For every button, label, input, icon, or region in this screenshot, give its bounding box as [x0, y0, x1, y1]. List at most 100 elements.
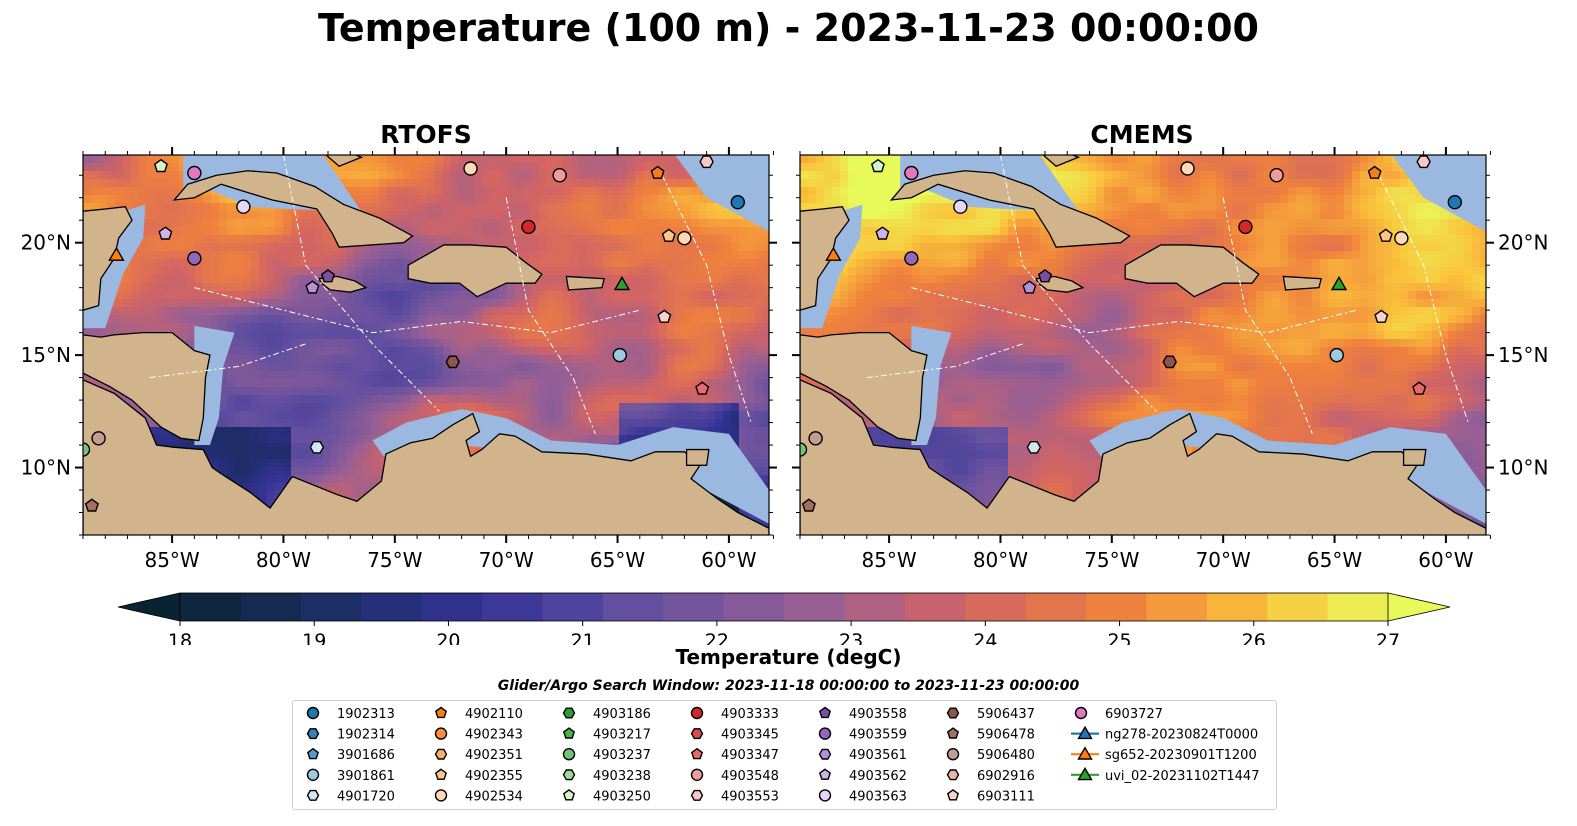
legend-marker [690, 728, 704, 740]
map-frame [82, 154, 770, 536]
lon-tick-label: 60°W [701, 548, 756, 572]
legend-label: 4903561 [849, 748, 907, 763]
colorbar-bin [723, 593, 785, 621]
colorbar-frame [179, 592, 1389, 622]
cmems-map: 85°W 80°W 75°W 70°W 65°W 60°W 20°N 15°N 10°N [792, 147, 1548, 572]
colorbar-bin [844, 593, 906, 621]
colorbar-extend-min [117, 592, 181, 622]
legend-label: 4902355 [465, 769, 523, 784]
eez-boundary [1222, 197, 1313, 435]
lat-tick-label: 15°N [21, 343, 71, 367]
legend-marker [306, 768, 320, 782]
legend-item: 4903561 [818, 748, 907, 763]
legend-item: 4903333 [690, 706, 779, 722]
colorbar-tick-label: 19 [302, 630, 326, 645]
float-marker [730, 195, 746, 210]
legend-marker [818, 789, 832, 802]
legend-label: 4902343 [465, 728, 523, 743]
colorbar-bin [904, 593, 966, 621]
legend-marker [562, 789, 576, 801]
lon-tick-label: 70°W [479, 548, 534, 572]
legend-item: 4903562 [818, 768, 907, 784]
legend-marker [562, 769, 576, 781]
legend-label: 5906437 [977, 707, 1035, 722]
legend-item: 4903237 [562, 748, 651, 763]
legend-label: 1902314 [337, 728, 395, 743]
colorbar-bin [784, 593, 845, 621]
legend-marker [306, 789, 320, 801]
colorbar-bin [965, 593, 1027, 621]
map-frame [799, 154, 1487, 536]
legend-marker [946, 748, 960, 761]
float-marker [808, 431, 823, 446]
float-marker [1378, 228, 1393, 242]
panel-title-rtofs: RTOFS [380, 120, 472, 149]
float-marker [875, 226, 890, 240]
colorbar-bin [361, 593, 423, 621]
legend-marker [690, 789, 704, 801]
legend-marker [306, 747, 320, 760]
figure-title: Temperature (100 m) - 2023-11-23 00:00:0… [317, 6, 1259, 50]
land-hispaniola [1124, 244, 1260, 298]
lat-tick-label: 10°N [1498, 456, 1548, 480]
colorbar-tick-label: 27 [1376, 630, 1400, 645]
rtofs-map: 85°W 80°W 75°W 70°W 65°W 60°W 20°N 15°N 10°N [21, 147, 777, 572]
lon-tick-label: 75°W [367, 548, 422, 572]
legend-item: 4903548 [690, 768, 779, 784]
land-centralAm [800, 331, 928, 442]
float-marker [158, 226, 173, 240]
colorbar-tick-label: 21 [571, 630, 595, 645]
legend-label: 4903563 [849, 789, 907, 804]
colorbar-bin [180, 593, 241, 621]
legend-marker [562, 727, 576, 739]
float-marker [650, 165, 665, 179]
float-marker [661, 228, 676, 242]
colorbar-bin [1025, 593, 1087, 621]
float-marker [108, 246, 125, 261]
search-window-caption: Glider/Argo Search Window: 2023-11-18 00… [497, 678, 1080, 694]
legend-item: 4902355 [434, 768, 523, 784]
legend-label: 4903186 [593, 707, 651, 722]
legend-item: 1902313 [306, 706, 395, 722]
float-marker [1447, 195, 1463, 210]
legend-label: 5906480 [977, 748, 1035, 763]
land-puertoRico [565, 275, 606, 291]
float-marker [677, 230, 692, 246]
legend-item: 4901720 [306, 789, 395, 804]
land-trinidad [685, 448, 710, 466]
legend-marker [818, 768, 832, 780]
legend-label: 6903727 [1105, 707, 1163, 722]
eez-boundary [911, 287, 1357, 334]
float-marker [1269, 168, 1284, 183]
eez-boundary [866, 343, 1023, 379]
land-hispaniola [407, 244, 543, 298]
colorbar-bin [1267, 593, 1329, 621]
float-marker [870, 158, 885, 173]
float-marker [801, 498, 816, 512]
legend-item: 3901686 [306, 747, 395, 763]
legend-item: 4903559 [818, 727, 907, 743]
lat-tick-label: 20°N [1498, 231, 1548, 255]
float-marker [1329, 347, 1344, 363]
legend-item: 4903250 [562, 789, 651, 804]
float-marker [309, 441, 325, 454]
legend-label: 4903250 [593, 789, 651, 804]
float-marker [699, 155, 714, 169]
legend-label: 4903548 [721, 769, 779, 784]
eez-boundary [1378, 175, 1469, 423]
colorbar-bin [300, 593, 362, 621]
legend: 1902313 1902314 3901686 3901861 4901720 49021… [292, 700, 1277, 810]
legend-marker [690, 706, 704, 720]
legend-item: ng278-20230824T0000 [1071, 725, 1258, 743]
legend-label: 4903217 [593, 728, 651, 743]
map-content [83, 155, 769, 535]
colorbar-bin [1146, 593, 1208, 621]
land-bahamas [1042, 155, 1081, 167]
legend-marker [818, 706, 832, 719]
colorbar-tick-label: 20 [436, 630, 460, 645]
colorbar-label: Temperature (degC) [675, 645, 902, 669]
legend-marker [690, 747, 704, 760]
float-marker [1374, 309, 1389, 323]
legend-item: 6903111 [946, 789, 1035, 804]
legend-marker [1077, 746, 1093, 760]
